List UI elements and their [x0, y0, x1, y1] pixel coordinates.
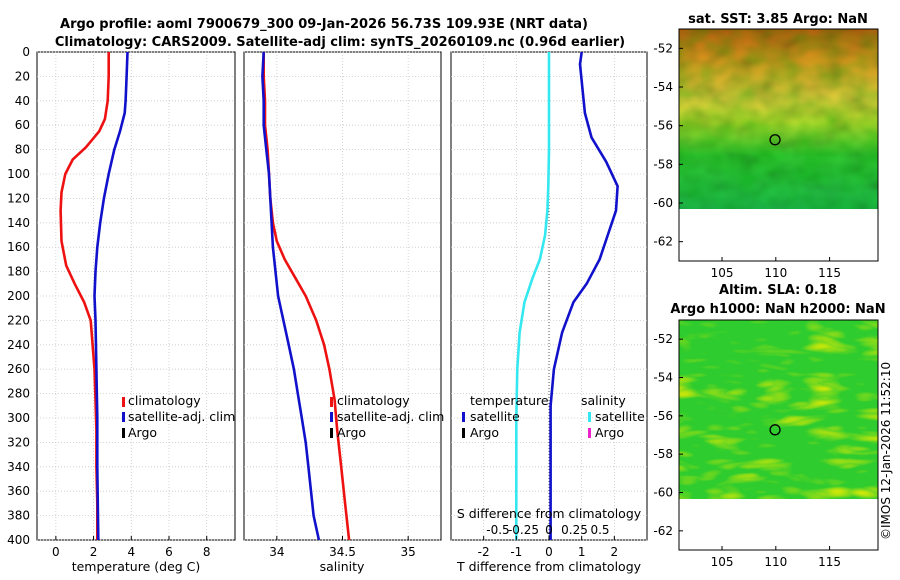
y-tick-label: 20	[15, 69, 30, 83]
map-y-tick-label: -54	[653, 371, 673, 385]
map-x-tick-label: 105	[711, 555, 734, 569]
map-y-tick-label: -62	[653, 524, 673, 538]
x-tick-label: 35	[401, 545, 416, 559]
y-tick-label: 300	[7, 411, 30, 425]
temperature-legend: climatology satellite-adj. clim Argo	[122, 393, 235, 440]
x-tick-label: 2	[90, 545, 98, 559]
argo-position-marker-sla	[769, 424, 781, 436]
x-tick-label: 34	[269, 545, 284, 559]
y-tick-label: 140	[7, 216, 30, 230]
map-x-tick-label: 105	[711, 266, 734, 280]
map-y-tick-label: -56	[653, 409, 673, 423]
y-tick-label: 160	[7, 240, 30, 254]
map-y-tick-label: -54	[653, 80, 673, 94]
series-line-temperature-satellite	[514, 52, 551, 540]
map-x-tick-label: 110	[764, 555, 787, 569]
y-tick-label: 240	[7, 338, 30, 352]
title-line2: Climatology: CARS2009. Satellite-adj cli…	[55, 35, 625, 50]
sst-map: -52 -54 -56 -58 -60 -62 105 110 115	[653, 28, 879, 280]
legend-temperature-title: temperature	[470, 393, 549, 408]
x-tick-label: 0	[52, 545, 60, 559]
s-tick-label: -0.25	[508, 523, 539, 537]
map-y-tick-label: -52	[653, 332, 673, 346]
sst-map-title: sat. SST: 3.85 Argo: NaN	[688, 12, 868, 27]
title-line1: Argo profile: aoml 7900679_300 09-Jan-20…	[60, 17, 588, 32]
sla-texture	[679, 320, 878, 499]
x-tick-label: 1	[578, 545, 586, 559]
map-y-tick-label: -62	[653, 235, 673, 249]
y-tick-label: 340	[7, 460, 30, 474]
legend-temp-argo: Argo	[470, 425, 499, 440]
map-y-tick-label: -56	[653, 119, 673, 133]
series-line-satellite-adj-clim	[261, 51, 321, 541]
map-y-tick-label: -52	[653, 41, 673, 55]
sal-legend-satellite-adj: satellite-adj. clim	[337, 409, 444, 424]
x-tick-label: 2	[611, 545, 619, 559]
difference-panel: -2 -1 0 1 2 T difference from climatology S …	[450, 51, 648, 574]
y-tick-label: 360	[7, 484, 30, 498]
temperature-panel: 0204060801001201401601802002202402602803…	[7, 45, 236, 574]
legend-satellite-adj: satellite-adj. clim	[128, 409, 235, 424]
y-tick-label: 220	[7, 313, 30, 327]
salinity-legend: climatology satellite-adj. clim Argo	[330, 393, 444, 440]
y-tick-label: 260	[7, 362, 30, 376]
y-tick-label: 280	[7, 387, 30, 401]
sal-legend-climatology: climatology	[337, 393, 410, 408]
map-y-tick-label: -58	[653, 157, 673, 171]
s-tick-label: 0.5	[590, 523, 609, 537]
sla-map-subtitle: Argo h1000: NaN h2000: NaN	[670, 302, 885, 317]
sla-map-title: Altim. SLA: 0.18	[719, 283, 837, 298]
map-x-tick-label: 115	[818, 555, 841, 569]
x-tick-label: 8	[203, 545, 211, 559]
y-tick-label: 40	[15, 94, 30, 108]
sst-texture	[679, 29, 878, 209]
y-tick-label: 320	[7, 435, 30, 449]
map-y-tick-label: -60	[653, 196, 673, 210]
series-line-salinity-satellite	[549, 51, 619, 540]
x-tick-label: -2	[478, 545, 490, 559]
x-tick-label: 4	[127, 545, 135, 559]
y-tick-label: 180	[7, 265, 30, 279]
s-tick-label: 0.25	[561, 523, 588, 537]
map-x-tick-label: 110	[764, 266, 787, 280]
map-x-tick-label: 115	[818, 266, 841, 280]
sal-legend-argo: Argo	[337, 425, 366, 440]
difference-legend: temperature salinity satellite Argo sate…	[462, 393, 645, 440]
s-difference-title: S difference from climatology	[457, 506, 642, 521]
salinity-xlabel: salinity	[320, 559, 365, 574]
x-tick-label: 0	[545, 545, 553, 559]
legend-sal-argo: Argo	[595, 425, 624, 440]
imos-stamp: ©IMOS 12-Jan-2026 11:52:10	[879, 362, 893, 540]
map-y-tick-label: -58	[653, 447, 673, 461]
y-tick-label: 200	[7, 289, 30, 303]
legend-temp-satellite: satellite	[470, 409, 520, 424]
temperature-xlabel: temperature (deg C)	[72, 559, 201, 574]
map-y-tick-label: -60	[653, 486, 673, 500]
x-tick-label: 34.5	[329, 545, 356, 559]
legend-argo: Argo	[128, 425, 157, 440]
legend-climatology: climatology	[128, 393, 201, 408]
y-tick-label: 60	[15, 118, 30, 132]
salinity-panel: 34 34.5 35 salinity climatology satellite-…	[243, 51, 444, 574]
legend-salinity-title: salinity	[581, 393, 626, 408]
y-tick-label: 120	[7, 191, 30, 205]
y-tick-label: 380	[7, 509, 30, 523]
difference-xlabel: T difference from climatology	[456, 559, 642, 574]
y-tick-label: 100	[7, 167, 30, 181]
x-tick-label: -1	[510, 545, 522, 559]
sla-map: -52 -54 -56 -58 -60 -62 105 110 115	[653, 319, 879, 569]
argo-position-marker	[769, 134, 781, 146]
y-tick-label: 0	[22, 45, 30, 59]
legend-sal-satellite: satellite	[595, 409, 645, 424]
s-tick-label: 0	[545, 523, 553, 537]
x-tick-label: 6	[165, 545, 173, 559]
series-line-satellite-adj-clim	[93, 51, 129, 541]
s-tick-label: -0.5	[486, 523, 509, 537]
y-tick-label: 400	[7, 533, 30, 547]
y-tick-label: 80	[15, 143, 30, 157]
